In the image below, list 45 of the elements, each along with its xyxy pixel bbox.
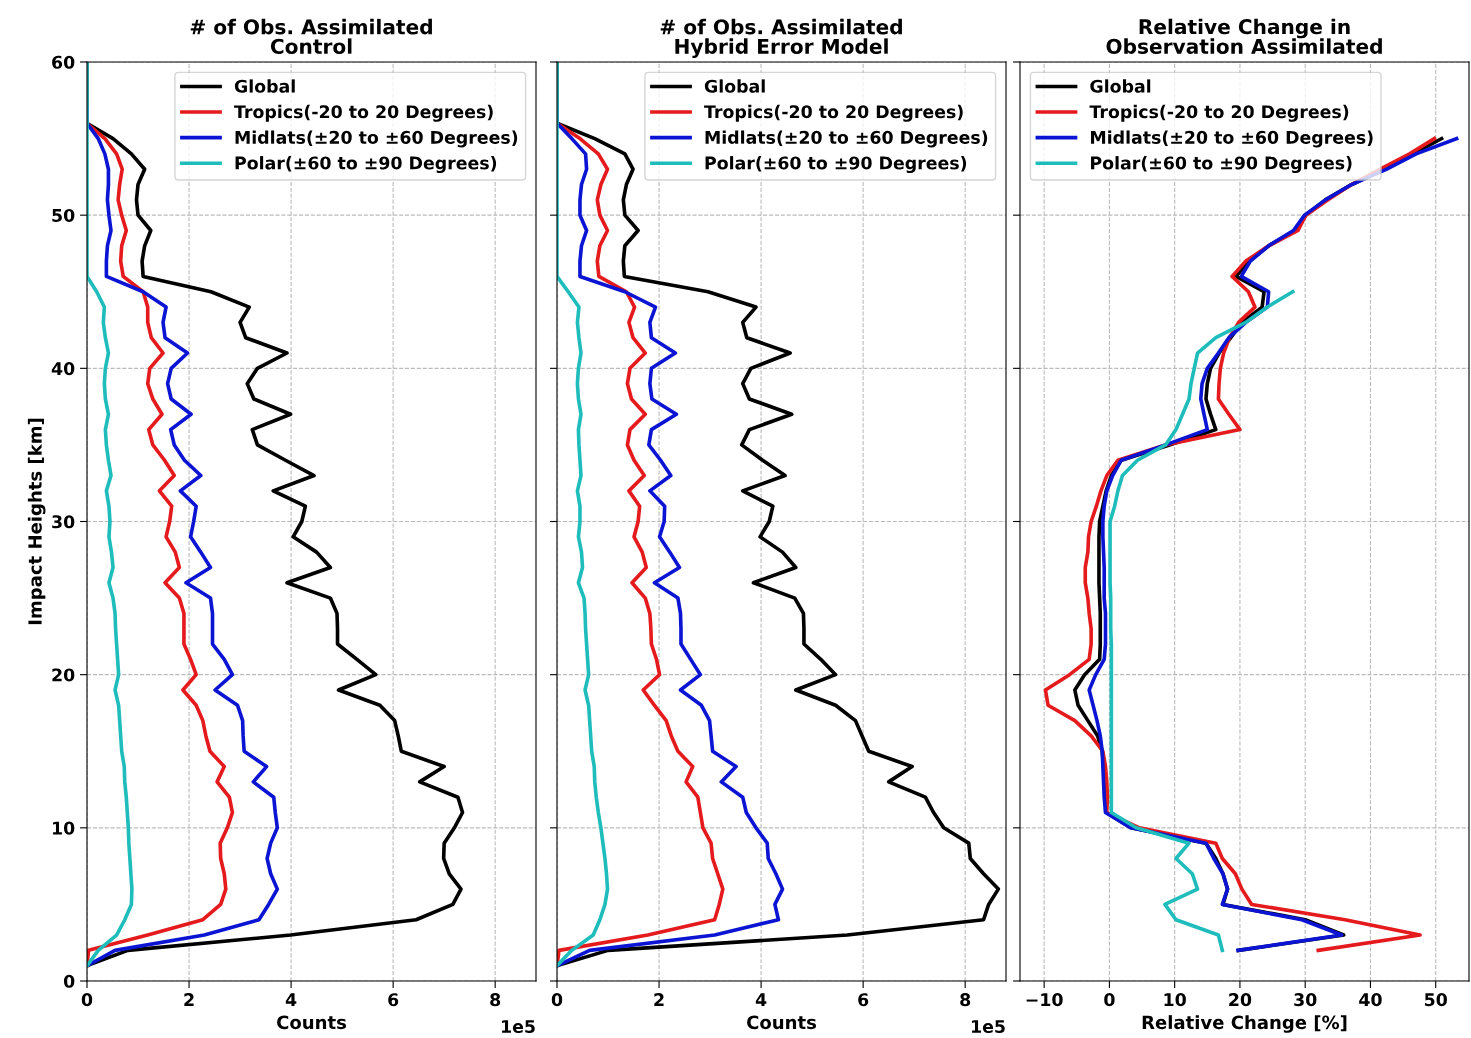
legend-label: Polar(±60 to ±90 Degrees) (1091, 156, 1352, 174)
text: 1e5 (972, 1020, 1005, 1034)
x-tick-label: 2 (654, 993, 664, 1006)
x-tick-label: 8 (490, 993, 501, 1007)
legend-label: Polar(±60 to ±90 Degrees) (705, 156, 967, 174)
x-axis-title: Relative Change [%] (1142, 1015, 1347, 1033)
x-tick-label: 20 (1229, 993, 1252, 1007)
x-tick-label: 4 (285, 993, 297, 1006)
y-tick-label: 50 (52, 208, 75, 223)
y-tick-label: 40 (51, 362, 75, 376)
x-tick-label: 0 (81, 993, 93, 1007)
x-tick-label: 2 (184, 993, 194, 1006)
legend-label: Tropics(-20 to 20 Degrees) (1089, 104, 1349, 122)
x-tick-label: 50 (1424, 993, 1447, 1007)
x-tick-label: 6 (858, 993, 869, 1007)
x-tick-label: 8 (960, 993, 971, 1007)
legend-label: Midlats(±20 to ±60 Degrees) (705, 130, 988, 148)
y-tick-label: 10 (52, 821, 75, 835)
legend-label: Midlats(±20 to ±60 Degrees) (1091, 130, 1373, 148)
y-tick-label: 20 (52, 668, 75, 682)
x-tick-label: −10 (1026, 993, 1063, 1007)
legend-label: Midlats(±20 to ±60 Degrees) (235, 130, 518, 148)
text: 1e5 (502, 1020, 535, 1034)
y-axis-title: Impact Heights [km] (27, 418, 46, 625)
x-tick-label: 0 (1104, 993, 1115, 1007)
legend-label: Polar(±60 to ±90 Degrees) (235, 156, 497, 174)
legend-label: Tropics(-20 to 20 Degrees) (234, 104, 493, 122)
legend-label: Tropics(-20 to 20 Degrees) (704, 104, 963, 122)
x-tick-label: 30 (1294, 993, 1317, 1007)
x-tick-label: 6 (388, 993, 399, 1007)
x-tick-label: 4 (755, 993, 767, 1006)
x-tick-label: 10 (1164, 993, 1186, 1007)
legend-label: Global (234, 79, 295, 93)
x-axis-title: Counts (747, 1015, 817, 1030)
chart-title: Relative Change in Observation Assimilated (1106, 18, 1382, 54)
x-tick-label: 0 (551, 993, 563, 1007)
y-tick-label: 60 (52, 55, 75, 69)
y-tick-label: 0 (63, 974, 75, 988)
chart-title: # of Obs. Assimilated Hybrid Error Model (660, 18, 902, 59)
legend-label: Global (704, 79, 765, 93)
chart-title: # of Obs. Assimilated Control (190, 18, 432, 54)
x-tick-label: 40 (1359, 993, 1382, 1007)
legend-label: Global (1090, 79, 1151, 93)
y-tick-label: 30 (52, 515, 75, 529)
x-axis-title: Counts (277, 1015, 347, 1030)
